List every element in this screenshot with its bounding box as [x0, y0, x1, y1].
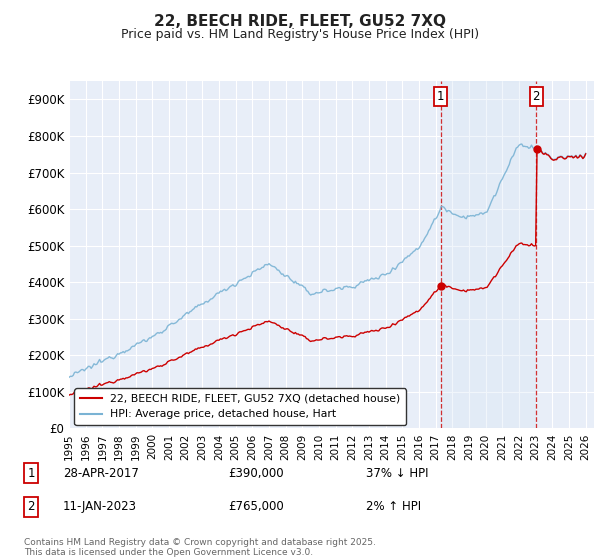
Text: 2: 2 [533, 90, 540, 104]
Text: 11-JAN-2023: 11-JAN-2023 [63, 500, 137, 514]
Legend: 22, BEECH RIDE, FLEET, GU52 7XQ (detached house), HPI: Average price, detached h: 22, BEECH RIDE, FLEET, GU52 7XQ (detache… [74, 389, 406, 424]
Text: 28-APR-2017: 28-APR-2017 [63, 466, 139, 480]
Text: £765,000: £765,000 [228, 500, 284, 514]
Text: Contains HM Land Registry data © Crown copyright and database right 2025.
This d: Contains HM Land Registry data © Crown c… [24, 538, 376, 557]
Text: Price paid vs. HM Land Registry's House Price Index (HPI): Price paid vs. HM Land Registry's House … [121, 28, 479, 41]
Text: 2% ↑ HPI: 2% ↑ HPI [366, 500, 421, 514]
Text: 1: 1 [437, 90, 444, 104]
Text: 22, BEECH RIDE, FLEET, GU52 7XQ: 22, BEECH RIDE, FLEET, GU52 7XQ [154, 14, 446, 29]
Bar [440, 81, 536, 428]
Text: 37% ↓ HPI: 37% ↓ HPI [366, 466, 428, 480]
Text: 2: 2 [28, 500, 35, 514]
Text: 1: 1 [28, 466, 35, 480]
Text: £390,000: £390,000 [228, 466, 284, 480]
